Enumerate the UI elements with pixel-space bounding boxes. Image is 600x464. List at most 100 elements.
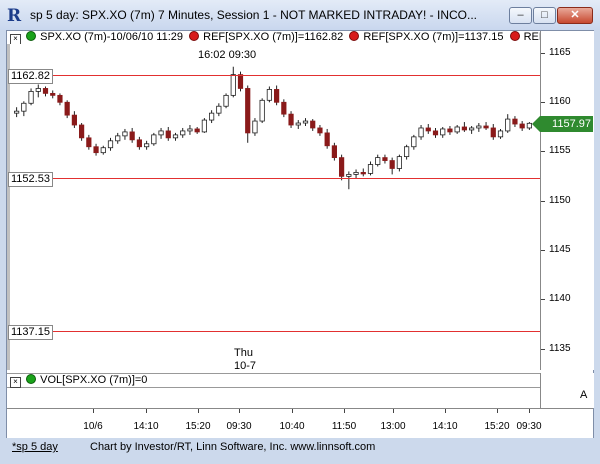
candle-up[interactable] <box>497 130 504 138</box>
close-button[interactable]: ✕ <box>557 7 593 24</box>
candle-down[interactable] <box>490 127 496 138</box>
chart-tab[interactable]: *sp 5 day <box>12 441 58 453</box>
candle-up[interactable] <box>396 156 402 169</box>
candle-down[interactable] <box>274 89 280 103</box>
candle-up[interactable] <box>14 110 20 114</box>
candle-up[interactable] <box>411 136 417 148</box>
candle-down[interactable] <box>50 92 56 96</box>
candle-up[interactable] <box>440 128 446 136</box>
candle-down[interactable] <box>331 145 337 159</box>
ref1-legend-label[interactable]: REF[SPX.XO (7m)]=1162.82 <box>203 31 344 43</box>
candle-down[interactable] <box>57 94 63 103</box>
candle-up[interactable] <box>353 172 359 175</box>
ref3-dot-icon[interactable] <box>509 31 520 41</box>
candle-down[interactable] <box>339 157 345 177</box>
candle-down[interactable] <box>447 128 453 133</box>
volume-legend-label[interactable]: VOL[SPX.XO (7m)]=0 <box>40 374 148 386</box>
candle-up[interactable] <box>216 105 222 114</box>
candle-down[interactable] <box>281 101 287 115</box>
candle-up[interactable] <box>302 120 309 124</box>
candle-down[interactable] <box>310 120 316 129</box>
candle-down[interactable] <box>129 131 135 141</box>
candle-down[interactable] <box>483 125 489 129</box>
ref-line-1152[interactable] <box>10 178 540 179</box>
ref-line-1137[interactable] <box>10 331 540 332</box>
candle-up[interactable] <box>418 127 424 138</box>
candle-up[interactable] <box>28 91 34 104</box>
volume-axis[interactable] <box>540 373 594 408</box>
candle-up[interactable] <box>107 140 114 149</box>
candle-down[interactable] <box>79 124 85 139</box>
candle-up[interactable] <box>201 119 207 133</box>
candle-up[interactable] <box>180 130 186 136</box>
candle-up[interactable] <box>375 157 381 165</box>
title-bar[interactable]: R sp 5 day: SPX.XO (7m) 7 Minutes, Sessi… <box>0 0 600 30</box>
candle-down[interactable] <box>288 113 294 126</box>
candle-down[interactable] <box>42 88 49 94</box>
candle-up[interactable] <box>100 147 106 154</box>
left-scroll-strip[interactable] <box>7 44 10 370</box>
ref3-legend-label[interactable]: REF[SPX.XO (7m)]= <box>523 31 540 43</box>
candle-down[interactable] <box>360 172 366 175</box>
candle-up[interactable] <box>526 122 532 129</box>
time-axis[interactable]: 10/6 14:10 15:20 09:30 10:40 11:50 13:00… <box>7 408 593 437</box>
time-label: 14:10 <box>432 421 458 432</box>
series-green-dot-icon[interactable] <box>26 31 37 41</box>
candle-up[interactable] <box>230 74 236 96</box>
candle-down[interactable] <box>93 146 99 154</box>
candle-up[interactable] <box>469 127 475 131</box>
candle-up[interactable] <box>209 112 215 121</box>
candle-up[interactable] <box>144 143 150 148</box>
ref2-dot-icon[interactable] <box>349 31 360 41</box>
candle-up[interactable] <box>259 99 265 122</box>
candle-down[interactable] <box>512 118 518 125</box>
minimize-button[interactable]: – <box>509 7 532 24</box>
candle-down[interactable] <box>432 130 439 136</box>
candle-up[interactable] <box>295 122 301 126</box>
ref2-legend-label[interactable]: REF[SPX.XO (7m)]=1137.15 <box>363 31 504 43</box>
candle-down[interactable] <box>245 88 251 134</box>
maximize-button[interactable]: □ <box>533 7 556 24</box>
candle-down[interactable] <box>64 101 70 116</box>
candle-down[interactable] <box>194 128 200 133</box>
candle-down[interactable] <box>389 160 395 169</box>
candle-down[interactable] <box>165 130 171 139</box>
volume-pane-collapse-icon[interactable]: × <box>10 377 21 388</box>
candle-down[interactable] <box>519 123 525 129</box>
candle-up[interactable] <box>505 118 511 132</box>
candle-down[interactable] <box>461 126 467 131</box>
candle-up[interactable] <box>266 89 272 101</box>
volume-green-dot-icon[interactable] <box>26 374 37 384</box>
ref-line-1162[interactable] <box>10 75 540 76</box>
candle-down[interactable] <box>237 74 244 89</box>
candle-up[interactable] <box>172 134 179 139</box>
candle-up[interactable] <box>158 130 164 136</box>
volume-plot-area[interactable] <box>7 388 540 408</box>
price-plot-area[interactable] <box>10 44 540 370</box>
candle-up[interactable] <box>252 120 258 134</box>
candle-down[interactable] <box>86 137 92 148</box>
autoscale-button[interactable]: A <box>580 389 588 401</box>
candle-down[interactable] <box>317 127 323 134</box>
candle-up[interactable] <box>35 88 41 92</box>
candle-up[interactable] <box>115 135 121 142</box>
candle-down[interactable] <box>324 132 330 147</box>
candle-up[interactable] <box>346 173 352 177</box>
candle-up[interactable] <box>187 128 193 132</box>
candle-down[interactable] <box>71 114 77 126</box>
candle-down[interactable] <box>425 127 431 132</box>
candle-up[interactable] <box>151 134 157 145</box>
series-legend-label[interactable]: SPX.XO (7m)-10/06/10 11:29 <box>40 31 183 43</box>
price-axis[interactable]: 1165 1160 1155 1150 1145 1140 1135 <box>540 31 594 370</box>
candle-up[interactable] <box>454 126 460 133</box>
candle-up[interactable] <box>21 102 27 112</box>
candle-up[interactable] <box>223 94 229 107</box>
candle-down[interactable] <box>136 139 142 148</box>
candle-up[interactable] <box>122 131 128 137</box>
candle-up[interactable] <box>367 164 374 174</box>
candle-up[interactable] <box>404 146 410 158</box>
candle-up[interactable] <box>476 125 482 129</box>
pane-collapse-icon[interactable]: × <box>10 34 21 44</box>
candle-down[interactable] <box>382 157 388 161</box>
ref1-dot-icon[interactable] <box>189 31 200 41</box>
